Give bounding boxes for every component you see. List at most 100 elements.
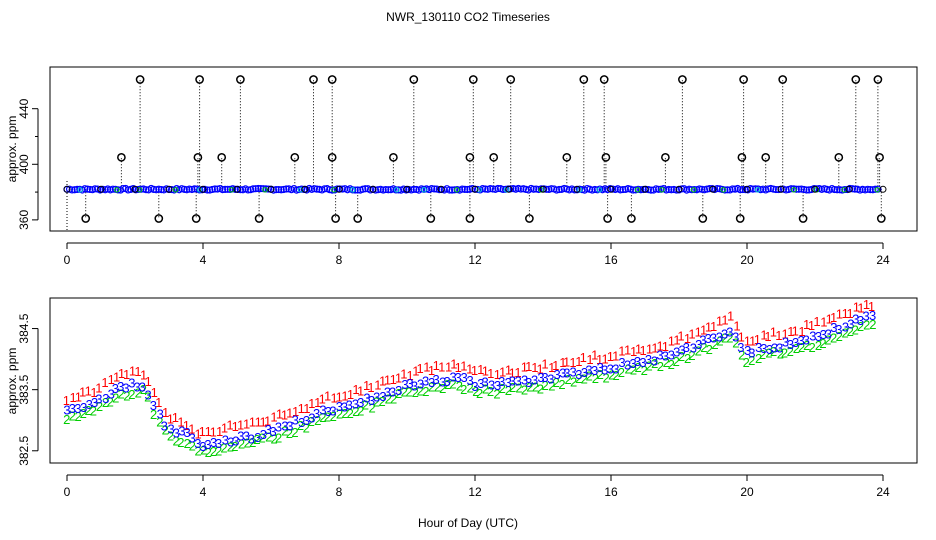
series-3-point: 3 <box>168 421 175 436</box>
series-2-point: 2 <box>695 343 702 358</box>
series-3-point: 3 <box>509 374 516 389</box>
series-1-point: 1 <box>639 343 646 358</box>
series-3-point: 3 <box>782 334 789 349</box>
series-1-point: 1 <box>591 348 598 363</box>
series-3-point: 3 <box>346 397 353 412</box>
baseline-point <box>797 185 806 193</box>
series-3-point: 3 <box>695 337 702 352</box>
series-3-point: 3 <box>488 377 495 392</box>
series-1-point: 1 <box>194 426 201 441</box>
baseline-accent-point <box>754 187 761 193</box>
series-2-point: 2 <box>90 403 97 418</box>
baseline-point <box>637 186 645 194</box>
spike-point <box>735 214 745 223</box>
series-3-point: 3 <box>204 437 211 452</box>
series-3-point: 3 <box>699 332 706 347</box>
series-3-point: 3 <box>547 372 554 387</box>
series-3-point: 3 <box>210 435 217 450</box>
series-2-point: 2 <box>721 330 728 345</box>
series-3-point: 3 <box>173 426 180 441</box>
series-2-point: 2 <box>324 409 331 424</box>
baseline-point <box>430 185 438 193</box>
series-1-point: 1 <box>738 329 745 344</box>
baseline-point <box>83 185 92 193</box>
baseline-point <box>864 185 872 193</box>
series-2-point: 2 <box>815 338 822 353</box>
series-2-point: 2 <box>144 389 151 404</box>
series-1-point: 1 <box>466 361 473 376</box>
series-2-point: 2 <box>819 336 826 351</box>
series-1-point: 1 <box>857 301 864 316</box>
series-1-point: 1 <box>630 344 637 359</box>
series-3-point: 3 <box>460 370 467 385</box>
baseline-point <box>833 186 841 194</box>
series-2-point: 2 <box>205 445 212 460</box>
series-1-point: 1 <box>868 299 875 314</box>
series-1-point: 1 <box>95 381 102 396</box>
series-3-point: 3 <box>384 384 391 399</box>
spike-point <box>81 214 91 223</box>
series-2-point: 2 <box>390 391 397 406</box>
baseline-point <box>787 185 795 193</box>
series-2-point: 2 <box>416 383 423 398</box>
baseline-accent-point <box>476 187 482 193</box>
series-2-point: 2 <box>156 414 163 429</box>
series-2-point: 2 <box>259 431 266 446</box>
series-3-point: 3 <box>815 329 822 344</box>
baseline-accent-point <box>196 187 203 193</box>
series-1-point: 1 <box>400 366 407 381</box>
series-2-point: 2 <box>118 386 125 401</box>
series-2-point: 2 <box>476 386 483 401</box>
baseline-point <box>688 186 696 194</box>
series-2-point: 2 <box>482 381 489 396</box>
series-3-point: 3 <box>428 375 435 390</box>
series-3-point: 3 <box>585 363 592 378</box>
baseline-point <box>351 186 359 194</box>
series-3-point: 3 <box>559 365 566 380</box>
baseline-hour-point <box>335 185 343 193</box>
series-2-point: 2 <box>227 440 234 455</box>
series-2-point: 2 <box>716 334 723 349</box>
baseline-point <box>277 186 285 194</box>
series-3-point: 3 <box>732 330 739 345</box>
series-2-point: 2 <box>195 443 202 458</box>
bottom-plot-frame <box>49 297 918 464</box>
baseline-point <box>654 185 663 193</box>
series-3-point: 3 <box>494 378 501 393</box>
series-3-point: 3 <box>232 434 239 449</box>
series-3-point: 3 <box>673 344 680 359</box>
baseline-point <box>848 185 857 193</box>
bottom-x-tick-label: 16 <box>604 485 618 499</box>
baseline-hour-point <box>403 185 411 193</box>
spike-point <box>331 214 340 223</box>
series-1-point: 1 <box>232 419 239 434</box>
series-1-point: 1 <box>563 355 570 370</box>
series-2-point: 2 <box>726 331 733 346</box>
series-1-point: 1 <box>695 324 702 339</box>
series-1-point: 1 <box>450 357 457 372</box>
series-1-point: 1 <box>580 350 587 365</box>
baseline-hour-point <box>709 185 717 193</box>
series-3-point: 3 <box>726 324 733 339</box>
spike-point <box>778 75 788 84</box>
series-3-point: 3 <box>395 383 402 398</box>
series-1-point: 1 <box>108 372 115 387</box>
series-2-point: 2 <box>373 394 380 409</box>
series-2-point: 2 <box>857 319 864 334</box>
series-3-point: 3 <box>298 415 305 430</box>
series-2-point: 2 <box>706 342 713 357</box>
series-1-point: 1 <box>710 319 717 334</box>
series-2-point: 2 <box>84 403 91 418</box>
series-3-point: 3 <box>329 404 336 419</box>
top-panel: approx. ppm 0 4 8 12 16 20 24 360 400 440 <box>5 66 918 267</box>
series-3-point: 3 <box>308 411 315 426</box>
series-3-point: 3 <box>336 399 343 414</box>
series-3-point: 3 <box>260 427 267 442</box>
series-3-point: 3 <box>847 317 854 332</box>
series-1-point: 1 <box>63 393 70 408</box>
series-3-point: 3 <box>537 370 544 385</box>
series-2-point: 2 <box>456 378 463 393</box>
series-1-point: 1 <box>276 406 283 421</box>
baseline-point <box>218 185 227 194</box>
